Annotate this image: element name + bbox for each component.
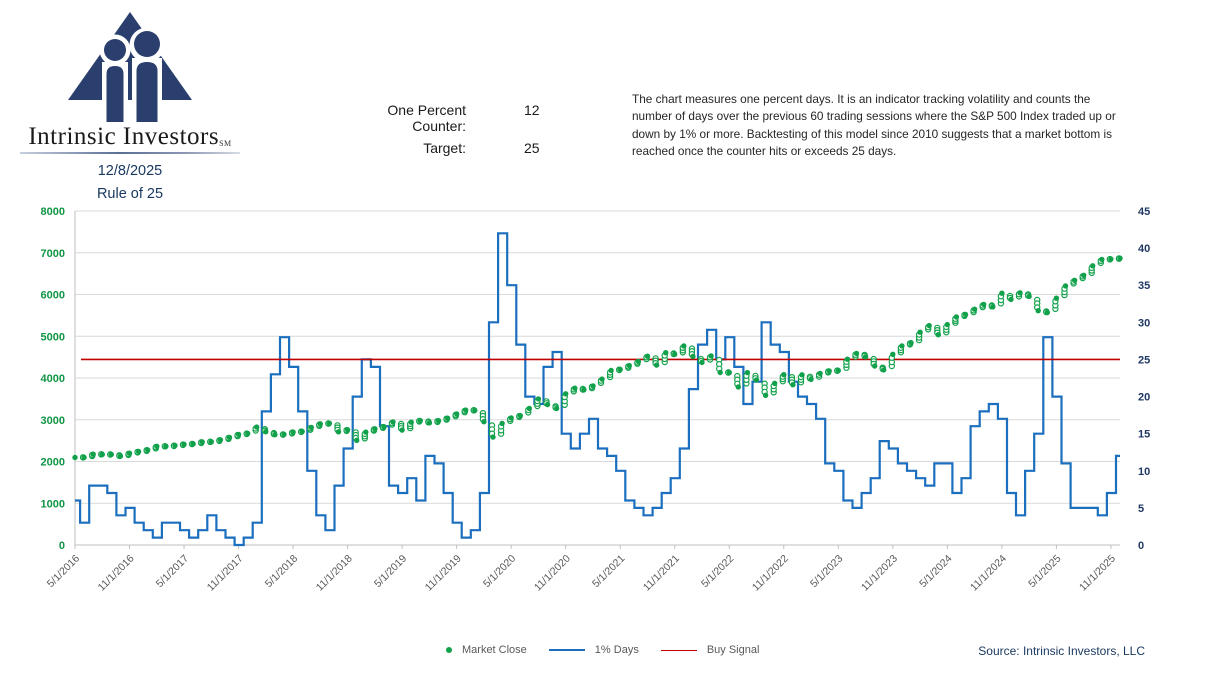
report-date: 12/8/2025 — [97, 163, 163, 179]
svg-text:45: 45 — [1138, 206, 1150, 218]
svg-text:11/1/2019: 11/1/2019 — [423, 553, 464, 594]
svg-text:5/1/2021: 5/1/2021 — [590, 553, 627, 590]
svg-text:5000: 5000 — [41, 331, 65, 343]
counter-panel: One Percent Counter: 12 Target: 25 — [340, 102, 540, 162]
svg-text:11/1/2025: 11/1/2025 — [1077, 553, 1118, 594]
svg-text:5/1/2016: 5/1/2016 — [45, 553, 82, 590]
logo-block: Intrinsic InvestorsSM 12/8/2025 Rule of … — [18, 10, 242, 202]
rule-of-25-chart: 0 1000 2000 3000 4000 5000 6000 7000 8000 0 5 10 15 2… — [41, 206, 1151, 594]
svg-text:8000: 8000 — [41, 206, 65, 218]
legend-label-one-percent-days: 1% Days — [594, 644, 639, 656]
target-value: 25 — [524, 140, 540, 156]
brand-name: Intrinsic InvestorsSM — [28, 123, 232, 150]
svg-text:15: 15 — [1138, 429, 1150, 441]
svg-text:10: 10 — [1138, 466, 1150, 478]
legend-label-market-close: Market Close — [462, 644, 527, 656]
chart-legend: Market Close 1% Days Buy Signal — [446, 644, 759, 656]
svg-text:5/1/2023: 5/1/2023 — [808, 553, 845, 590]
one-percent-counter-row: One Percent Counter: 12 — [340, 102, 540, 134]
svg-text:5: 5 — [1138, 503, 1144, 515]
legend-item-buy-signal: Buy Signal — [660, 644, 760, 656]
svg-text:5/1/2025: 5/1/2025 — [1026, 553, 1063, 590]
svg-text:11/1/2018: 11/1/2018 — [314, 553, 355, 594]
svg-text:5/1/2020: 5/1/2020 — [481, 553, 518, 590]
svg-text:30: 30 — [1138, 317, 1150, 329]
svg-text:11/1/2022: 11/1/2022 — [750, 553, 791, 594]
legend-label-buy-signal: Buy Signal — [706, 644, 760, 656]
brand-service-mark: SM — [219, 139, 232, 148]
svg-text:25: 25 — [1138, 354, 1150, 366]
legend-item-market-close: Market Close — [446, 644, 527, 656]
svg-text:5/1/2024: 5/1/2024 — [917, 553, 954, 590]
svg-text:5/1/2018: 5/1/2018 — [263, 553, 300, 590]
svg-text:2000: 2000 — [41, 457, 65, 469]
counter-label: One Percent Counter: — [387, 102, 466, 134]
svg-text:1000: 1000 — [41, 498, 65, 510]
svg-text:4000: 4000 — [41, 373, 65, 385]
svg-text:11/1/2017: 11/1/2017 — [205, 553, 246, 594]
source-note: Source: Intrinsic Investors, LLC — [978, 644, 1145, 658]
target-row: Target: 25 — [340, 140, 540, 156]
svg-text:11/1/2021: 11/1/2021 — [641, 553, 682, 594]
chart-area: 0 1000 2000 3000 4000 5000 6000 7000 8000 0 5 10 15 2… — [41, 206, 1151, 594]
svg-text:5/1/2019: 5/1/2019 — [372, 553, 409, 590]
chart-description: The chart measures one percent days. It … — [632, 92, 1116, 159]
one-percent-days-line-icon — [548, 649, 585, 651]
svg-text:3000: 3000 — [41, 415, 65, 427]
svg-text:0: 0 — [59, 540, 65, 552]
legend-item-one-percent-days: 1% Days — [548, 644, 639, 656]
svg-text:11/1/2016: 11/1/2016 — [96, 553, 137, 594]
svg-text:35: 35 — [1138, 280, 1150, 292]
svg-text:6000: 6000 — [41, 290, 65, 302]
svg-text:5/1/2017: 5/1/2017 — [154, 553, 191, 590]
svg-text:0: 0 — [1138, 540, 1144, 552]
target-label: Target: — [423, 140, 466, 156]
brand-underline — [20, 152, 240, 154]
buy-signal-line-icon — [660, 649, 697, 651]
svg-text:5/1/2022: 5/1/2022 — [699, 553, 736, 590]
svg-text:40: 40 — [1138, 243, 1150, 255]
market-close-dot-icon — [446, 647, 452, 653]
intrinsic-investors-logo-icon — [68, 12, 192, 122]
svg-text:20: 20 — [1138, 392, 1150, 404]
svg-text:11/1/2024: 11/1/2024 — [968, 553, 1009, 594]
svg-text:11/1/2020: 11/1/2020 — [532, 553, 573, 594]
svg-text:7000: 7000 — [41, 248, 65, 260]
chart-title: Rule of 25 — [96, 186, 164, 202]
counter-value: 12 — [524, 102, 540, 118]
svg-text:11/1/2023: 11/1/2023 — [859, 553, 900, 594]
